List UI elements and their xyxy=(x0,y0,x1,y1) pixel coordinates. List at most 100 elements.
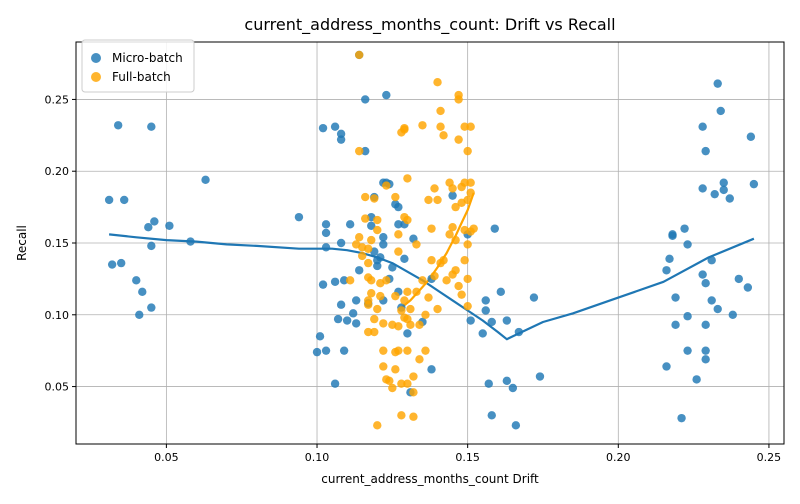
data-point xyxy=(484,379,493,388)
data-point xyxy=(394,230,403,239)
data-point xyxy=(490,224,499,233)
data-point xyxy=(147,303,156,312)
data-point xyxy=(138,287,147,297)
x-tick-label: 0.20 xyxy=(606,451,631,464)
data-point xyxy=(701,320,710,330)
data-point xyxy=(698,184,707,193)
data-point xyxy=(315,332,325,341)
data-point xyxy=(436,106,445,116)
data-point xyxy=(460,122,469,131)
data-point xyxy=(373,225,382,235)
data-point xyxy=(370,327,379,337)
data-point xyxy=(439,256,448,265)
data-point xyxy=(397,411,406,420)
data-point xyxy=(466,316,475,325)
data-point xyxy=(135,310,144,319)
series-full-batch xyxy=(345,50,478,430)
data-point xyxy=(376,291,385,301)
data-point xyxy=(400,123,409,133)
data-point xyxy=(662,266,671,275)
data-point xyxy=(376,253,385,262)
data-point xyxy=(397,379,406,388)
data-point xyxy=(448,223,457,232)
data-point xyxy=(367,221,376,230)
data-point xyxy=(345,220,355,229)
legend-box xyxy=(81,39,195,93)
data-point xyxy=(454,135,463,144)
data-point xyxy=(364,296,373,305)
data-point xyxy=(701,146,710,156)
data-point xyxy=(355,266,364,275)
data-point xyxy=(367,235,376,245)
data-point xyxy=(457,290,466,299)
data-point xyxy=(361,214,370,223)
data-point xyxy=(535,372,545,381)
data-point xyxy=(463,301,472,311)
data-point xyxy=(342,316,352,325)
data-point xyxy=(330,277,340,286)
data-point xyxy=(436,122,445,131)
legend-marker-micro-batch xyxy=(91,53,101,63)
legend-marker-full-batch xyxy=(91,72,101,82)
data-point xyxy=(336,300,346,309)
data-point xyxy=(665,254,674,263)
data-point xyxy=(391,291,400,301)
data-point xyxy=(330,379,340,388)
data-point xyxy=(394,322,403,331)
data-point xyxy=(348,309,358,318)
data-point xyxy=(707,256,716,265)
data-point xyxy=(201,175,210,185)
data-point xyxy=(379,233,388,242)
data-point xyxy=(355,233,364,242)
data-point xyxy=(481,306,490,315)
data-point xyxy=(734,274,744,284)
data-point xyxy=(683,312,692,321)
data-point xyxy=(415,355,424,364)
data-point xyxy=(710,189,719,199)
data-point xyxy=(698,122,707,131)
data-point xyxy=(351,319,361,328)
data-point xyxy=(460,178,469,187)
data-point xyxy=(746,132,756,141)
data-point xyxy=(430,184,439,193)
data-point xyxy=(454,95,463,104)
data-point xyxy=(318,280,328,289)
data-point xyxy=(379,346,388,355)
data-point xyxy=(433,78,442,87)
chart-title: current_address_months_count: Drift vs R… xyxy=(244,15,615,35)
data-point xyxy=(433,304,442,314)
data-point xyxy=(403,346,412,355)
data-point xyxy=(701,279,710,288)
data-point xyxy=(448,184,457,193)
data-point xyxy=(132,276,141,285)
data-point xyxy=(388,383,397,393)
data-point xyxy=(358,251,367,261)
data-point xyxy=(312,347,322,357)
data-point xyxy=(403,215,412,225)
data-point xyxy=(391,192,400,202)
data-point xyxy=(496,287,505,297)
data-point xyxy=(336,135,346,144)
data-point xyxy=(713,79,722,88)
data-point xyxy=(409,412,418,421)
data-point xyxy=(412,287,421,297)
data-point xyxy=(487,317,496,327)
data-point xyxy=(364,327,373,337)
data-point xyxy=(454,281,463,291)
data-point xyxy=(668,231,677,241)
data-point xyxy=(469,224,478,233)
data-point xyxy=(330,122,340,131)
data-point xyxy=(421,346,430,355)
data-point xyxy=(370,314,379,324)
data-point xyxy=(355,146,364,156)
series-micro-batch xyxy=(104,50,759,430)
data-point xyxy=(662,362,671,371)
data-point xyxy=(698,270,707,279)
data-point xyxy=(412,240,421,249)
data-point xyxy=(418,121,427,130)
data-point xyxy=(373,215,382,225)
data-point xyxy=(400,296,409,305)
legend-label-full-batch: Full-batch xyxy=(112,70,171,84)
data-point xyxy=(683,346,692,355)
